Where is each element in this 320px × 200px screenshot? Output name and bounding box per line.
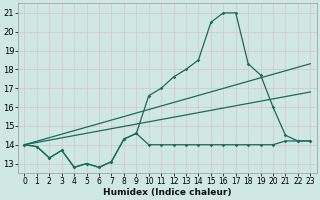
X-axis label: Humidex (Indice chaleur): Humidex (Indice chaleur) <box>103 188 232 197</box>
